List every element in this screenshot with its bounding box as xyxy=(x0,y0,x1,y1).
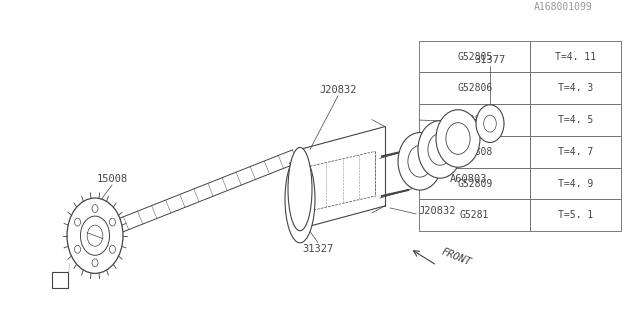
Text: G52806: G52806 xyxy=(457,83,492,93)
Text: G5281: G5281 xyxy=(460,210,490,220)
Text: T=5. 1: T=5. 1 xyxy=(558,210,593,220)
Bar xyxy=(419,104,530,136)
Text: 31327: 31327 xyxy=(302,244,333,253)
Text: J20832: J20832 xyxy=(418,206,456,216)
Ellipse shape xyxy=(87,225,103,246)
Ellipse shape xyxy=(288,148,312,231)
Bar xyxy=(419,41,530,72)
Ellipse shape xyxy=(81,216,109,255)
Bar xyxy=(52,272,68,288)
Text: FRONT: FRONT xyxy=(440,247,473,268)
Text: G52805: G52805 xyxy=(457,52,492,61)
Ellipse shape xyxy=(476,105,504,142)
Text: A168001099: A168001099 xyxy=(534,2,593,12)
Bar xyxy=(419,136,530,168)
Bar xyxy=(530,199,621,231)
Text: T=4. 3: T=4. 3 xyxy=(558,83,593,93)
Text: G52807: G52807 xyxy=(457,115,492,125)
Ellipse shape xyxy=(285,155,315,243)
Text: A60803: A60803 xyxy=(450,174,488,184)
Ellipse shape xyxy=(74,245,81,253)
Ellipse shape xyxy=(418,121,462,178)
Bar xyxy=(419,168,530,199)
Ellipse shape xyxy=(408,146,432,177)
Ellipse shape xyxy=(92,259,98,267)
Text: 15008: 15008 xyxy=(97,174,127,184)
Text: T=4. 7: T=4. 7 xyxy=(558,147,593,157)
Text: G52808: G52808 xyxy=(457,147,492,157)
Bar xyxy=(530,72,621,104)
Ellipse shape xyxy=(398,132,442,190)
Ellipse shape xyxy=(109,218,115,226)
Ellipse shape xyxy=(428,133,452,165)
Ellipse shape xyxy=(436,110,480,167)
Text: G52809: G52809 xyxy=(457,179,492,188)
Ellipse shape xyxy=(109,245,115,253)
Bar xyxy=(530,104,621,136)
Text: T=4. 9: T=4. 9 xyxy=(558,179,593,188)
Bar xyxy=(419,199,530,231)
Ellipse shape xyxy=(446,123,470,154)
Ellipse shape xyxy=(92,204,98,212)
Text: 31377: 31377 xyxy=(474,55,506,65)
Ellipse shape xyxy=(74,218,81,226)
Text: A: A xyxy=(58,276,63,285)
Ellipse shape xyxy=(67,198,123,273)
Bar xyxy=(419,72,530,104)
Ellipse shape xyxy=(484,115,496,132)
Bar xyxy=(530,136,621,168)
Text: T=4. 11: T=4. 11 xyxy=(555,52,596,61)
Text: J20832: J20832 xyxy=(319,85,356,95)
Bar xyxy=(530,41,621,72)
Bar xyxy=(530,168,621,199)
Text: T=4. 5: T=4. 5 xyxy=(558,115,593,125)
